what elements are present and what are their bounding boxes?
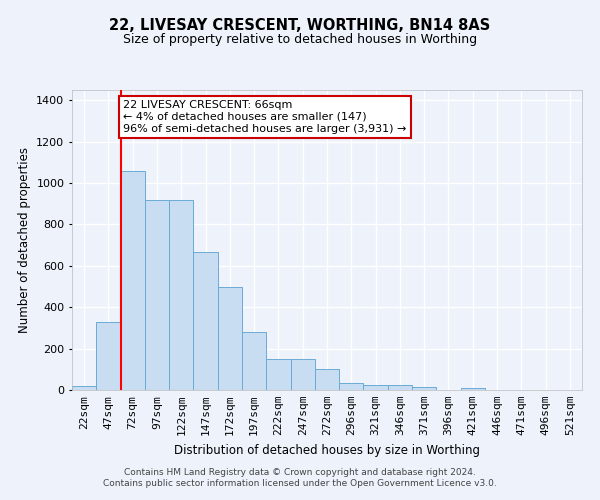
Text: Contains HM Land Registry data © Crown copyright and database right 2024.
Contai: Contains HM Land Registry data © Crown c… <box>103 468 497 487</box>
Y-axis label: Number of detached properties: Number of detached properties <box>17 147 31 333</box>
Bar <box>315 370 339 390</box>
Text: 22 LIVESAY CRESCENT: 66sqm
← 4% of detached houses are smaller (147)
96% of semi: 22 LIVESAY CRESCENT: 66sqm ← 4% of detac… <box>123 100 406 134</box>
Bar <box>339 383 364 390</box>
Bar <box>266 359 290 390</box>
Bar <box>169 200 193 390</box>
Bar <box>96 322 121 390</box>
Bar <box>290 359 315 390</box>
Bar <box>145 200 169 390</box>
X-axis label: Distribution of detached houses by size in Worthing: Distribution of detached houses by size … <box>174 444 480 456</box>
Text: 22, LIVESAY CRESCENT, WORTHING, BN14 8AS: 22, LIVESAY CRESCENT, WORTHING, BN14 8AS <box>109 18 491 32</box>
Bar <box>461 388 485 390</box>
Bar <box>121 170 145 390</box>
Bar <box>412 388 436 390</box>
Bar <box>218 286 242 390</box>
Bar <box>193 252 218 390</box>
Bar <box>388 386 412 390</box>
Bar <box>364 386 388 390</box>
Bar <box>72 386 96 390</box>
Text: Size of property relative to detached houses in Worthing: Size of property relative to detached ho… <box>123 32 477 46</box>
Bar <box>242 332 266 390</box>
